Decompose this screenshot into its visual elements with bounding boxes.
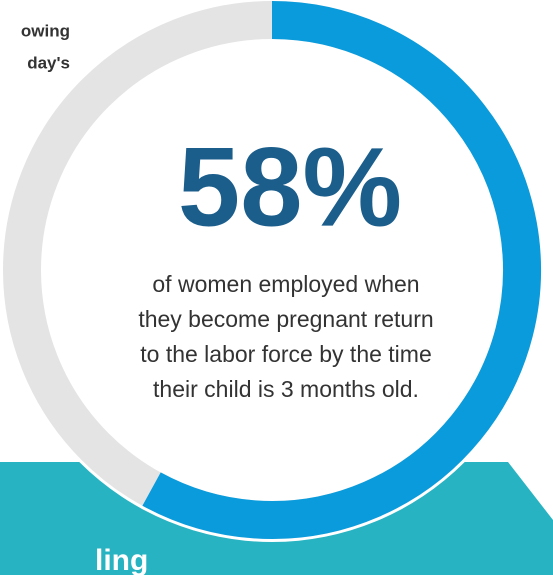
cropped-text: day's [27, 53, 70, 72]
ring [3, 1, 541, 539]
description-line: of women employed when [152, 271, 419, 297]
value-label: 58% [178, 125, 402, 250]
band-text: ling [95, 544, 148, 575]
cropped-text: owing [21, 21, 70, 40]
ring-background [0, 0, 544, 542]
description-line: to the labor force by the time [140, 341, 432, 367]
ring-value [142, 1, 541, 539]
description-line: their child is 3 months old. [153, 376, 419, 402]
description-line: they become pregnant return [138, 306, 433, 332]
